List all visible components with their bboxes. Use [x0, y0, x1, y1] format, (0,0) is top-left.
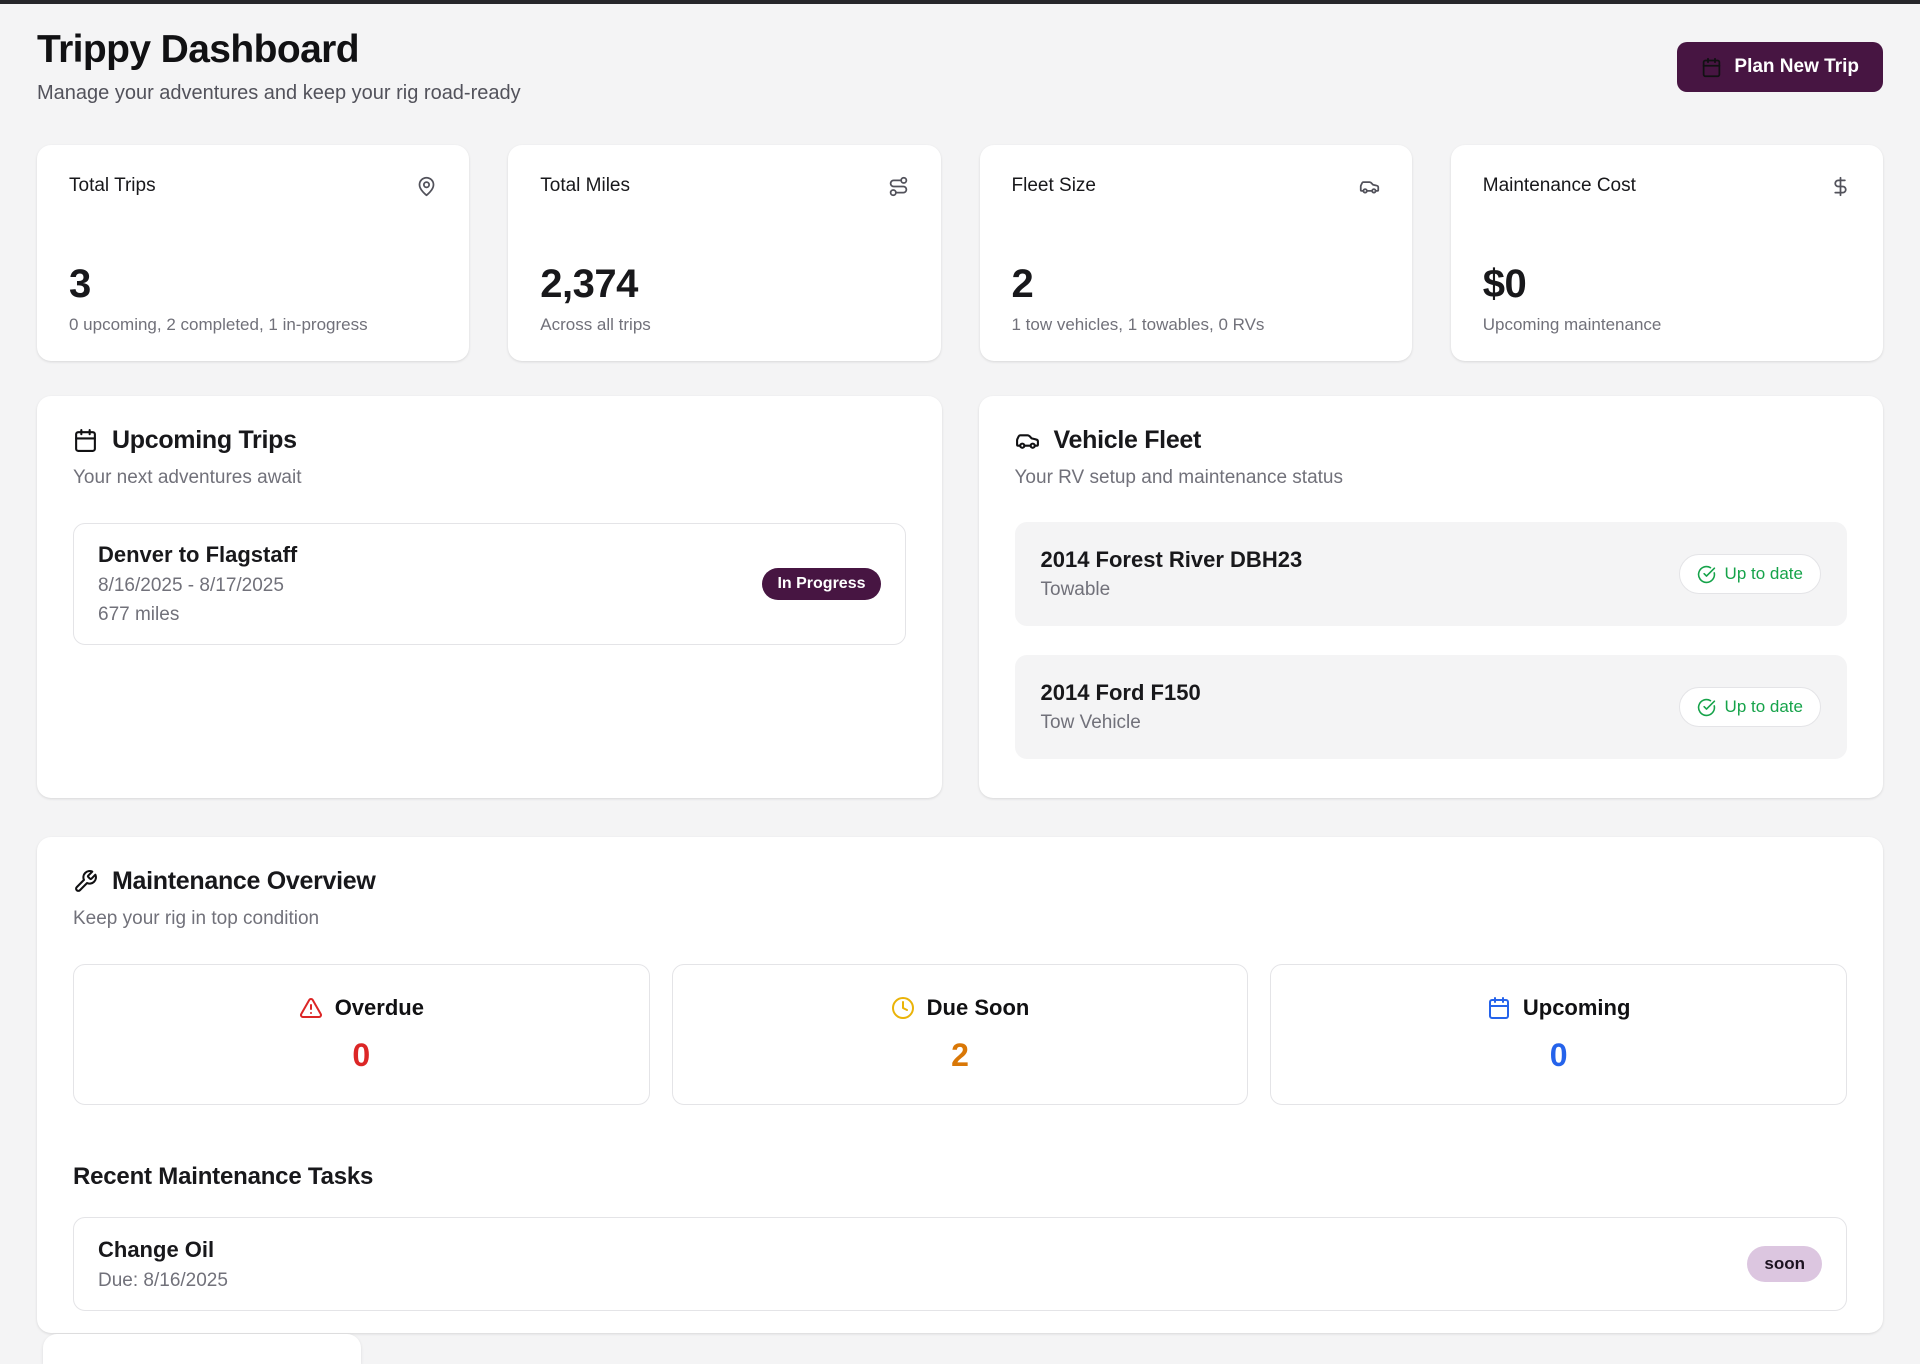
clock-icon	[891, 996, 915, 1020]
trip-card[interactable]: Denver to Flagstaff 8/16/2025 - 8/17/202…	[73, 523, 906, 645]
maintenance-stat-label: Overdue	[334, 995, 424, 1020]
vehicle-row[interactable]: 2014 Forest River DBH23 Towable Up to da…	[1014, 522, 1847, 626]
page-title: Trippy Dashboard	[37, 28, 360, 71]
recent-tasks-title: Recent Maintenance Tasks	[73, 1163, 374, 1190]
maintenance-stat-overdue: Overdue 0	[73, 964, 650, 1105]
stat-label: Maintenance Cost	[1482, 175, 1636, 196]
stat-label: Total Trips	[69, 175, 156, 196]
calendar-icon	[1701, 57, 1722, 78]
stat-card-fleet-size: Fleet Size 2 1 tow vehicles, 1 towables,…	[979, 145, 1412, 361]
maintenance-task-row[interactable]: Change Oil Due: 8/16/2025 soon	[73, 1217, 1847, 1311]
vehicle-type: Towable	[1040, 579, 1111, 600]
dashboard-page: Trippy Dashboard Manage your adventures …	[0, 4, 1920, 1333]
task-due-date: Due: 8/16/2025	[98, 1269, 228, 1291]
page-header: Trippy Dashboard Manage your adventures …	[37, 28, 1883, 105]
vehicle-status-label: Up to date	[1724, 564, 1803, 583]
vehicle-info: 2014 Forest River DBH23 Towable	[1041, 547, 1303, 601]
maintenance-subtitle: Keep your rig in top condition	[73, 908, 320, 929]
stat-value: 3	[69, 262, 91, 306]
maintenance-title: Maintenance Overview	[112, 867, 376, 895]
vehicle-row[interactable]: 2014 Ford F150 Tow Vehicle Up to date	[1014, 655, 1847, 759]
upcoming-trips-panel: Upcoming Trips Your next adventures awai…	[37, 396, 942, 798]
calendar-icon	[73, 428, 98, 453]
upcoming-trips-subtitle: Your next adventures await	[73, 467, 302, 488]
wrench-icon	[73, 869, 98, 894]
maintenance-overview-panel: Maintenance Overview Keep your rig in to…	[37, 837, 1883, 1333]
task-status-badge: soon	[1747, 1246, 1822, 1282]
stat-subtext: 1 tow vehicles, 1 towables, 0 RVs	[1011, 315, 1265, 334]
alert-triangle-icon	[299, 996, 323, 1020]
trip-dates: 8/16/2025 - 8/17/2025	[98, 575, 284, 596]
stat-value: 2,374	[540, 262, 638, 306]
trip-info: Denver to Flagstaff 8/16/2025 - 8/17/202…	[98, 542, 297, 626]
maintenance-stats-row: Overdue 0 Due Soon 2 Upcomin	[73, 964, 1847, 1105]
trip-name: Denver to Flagstaff	[98, 542, 298, 567]
check-circle-icon	[1697, 698, 1716, 717]
stat-card-total-miles: Total Miles 2,374 Across all trips	[508, 145, 941, 361]
maintenance-stat-value: 0	[352, 1037, 371, 1073]
upcoming-trips-title: Upcoming Trips	[112, 426, 297, 454]
car-icon	[1015, 428, 1040, 453]
maintenance-stat-upcoming: Upcoming 0	[1270, 964, 1847, 1105]
stat-value: 2	[1011, 262, 1034, 306]
plan-new-trip-label: Plan New Trip	[1734, 56, 1859, 77]
stat-label: Fleet Size	[1011, 175, 1096, 196]
vehicle-name: 2014 Ford F150	[1040, 680, 1201, 705]
vehicle-fleet-panel: Vehicle Fleet Your RV setup and maintena…	[978, 396, 1883, 798]
vehicle-list: 2014 Forest River DBH23 Towable Up to da…	[1014, 522, 1847, 759]
maintenance-stat-label: Upcoming	[1522, 995, 1631, 1020]
stat-card-maintenance-cost: Maintenance Cost $0 Upcoming maintenance	[1450, 145, 1883, 361]
maintenance-stat-value: 2	[951, 1037, 969, 1073]
maintenance-stat-value: 0	[1549, 1037, 1568, 1073]
trip-distance: 677 miles	[98, 604, 180, 625]
stat-card-total-trips: Total Trips 3 0 upcoming, 2 completed, 1…	[37, 145, 470, 361]
plan-new-trip-button[interactable]: Plan New Trip	[1677, 42, 1883, 92]
stats-row: Total Trips 3 0 upcoming, 2 completed, 1…	[37, 145, 1883, 361]
vehicle-info: 2014 Ford F150 Tow Vehicle	[1041, 680, 1201, 734]
trip-status-badge: In Progress	[762, 568, 881, 600]
panels-row: Upcoming Trips Your next adventures awai…	[37, 396, 1883, 798]
check-circle-icon	[1697, 565, 1716, 584]
vehicle-fleet-subtitle: Your RV setup and maintenance status	[1014, 467, 1344, 488]
route-icon	[888, 176, 909, 197]
stat-subtext: 0 upcoming, 2 completed, 1 in-progress	[69, 315, 368, 334]
vehicle-status-badge: Up to date	[1678, 554, 1821, 594]
task-name: Change Oil	[98, 1236, 215, 1262]
page-header-text: Trippy Dashboard Manage your adventures …	[37, 28, 521, 105]
stat-subtext: Across all trips	[540, 315, 651, 334]
page-subtitle: Manage your adventures and keep your rig…	[37, 82, 521, 104]
calendar-icon	[1487, 996, 1511, 1020]
vehicle-name: 2014 Forest River DBH23	[1040, 547, 1303, 572]
window-top-edge	[0, 0, 1920, 4]
map-pin-icon	[416, 176, 437, 197]
car-icon	[1359, 176, 1380, 197]
maintenance-stat-due-soon: Due Soon 2	[671, 964, 1249, 1105]
maintenance-stat-label: Due Soon	[926, 995, 1030, 1020]
vehicle-status-badge: Up to date	[1678, 687, 1821, 727]
vehicle-type: Tow Vehicle	[1040, 712, 1141, 733]
task-info: Change Oil Due: 8/16/2025	[98, 1237, 228, 1292]
dollar-icon	[1830, 176, 1851, 197]
stat-value: $0	[1482, 262, 1527, 306]
cutoff-card	[43, 1334, 361, 1364]
vehicle-fleet-title: Vehicle Fleet	[1053, 426, 1202, 454]
stat-subtext: Upcoming maintenance	[1482, 315, 1662, 334]
vehicle-status-label: Up to date	[1724, 697, 1803, 716]
stat-label: Total Miles	[540, 175, 630, 196]
